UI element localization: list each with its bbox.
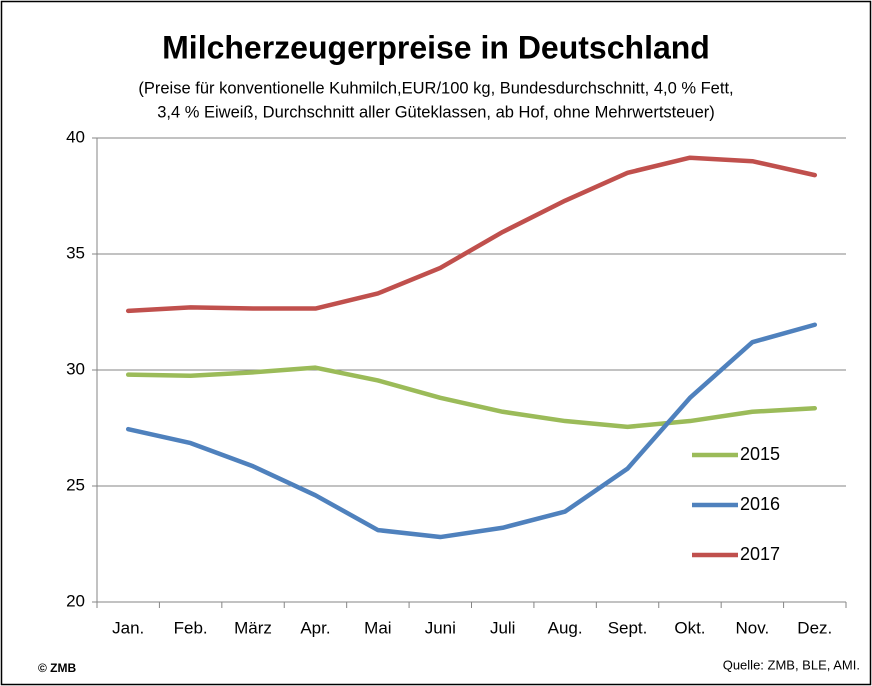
x-tick-label: Juni bbox=[425, 618, 456, 637]
x-tick-label: Aug. bbox=[548, 618, 583, 637]
x-tick-label: Apr. bbox=[300, 618, 330, 637]
y-tick-label: 20 bbox=[66, 591, 85, 610]
legend-label: 2017 bbox=[740, 544, 780, 564]
y-tick-label: 25 bbox=[66, 475, 85, 494]
x-tick-label: März bbox=[234, 618, 272, 637]
chart-title: Milcherzeugerpreise in Deutschland bbox=[162, 29, 710, 65]
copyright: © ZMB bbox=[38, 661, 77, 675]
x-tick-label: Feb. bbox=[174, 618, 208, 637]
series-line bbox=[125, 155, 818, 314]
subtitle: 3,4 % Eiweiß, Durchschnitt aller Gütekla… bbox=[157, 103, 715, 121]
y-tick-label: 35 bbox=[66, 243, 85, 262]
x-tick-label: Sept. bbox=[608, 618, 648, 637]
x-tick-label: Mai bbox=[364, 618, 391, 637]
source: Quelle: ZMB, BLE, AMI. bbox=[723, 657, 860, 672]
series-line bbox=[125, 365, 818, 430]
x-tick-label: Nov. bbox=[736, 618, 770, 637]
y-tick-label: 30 bbox=[66, 359, 85, 378]
x-tick-label: Juli bbox=[490, 618, 516, 637]
subtitle: (Preise für konventionelle Kuhmilch,EUR/… bbox=[138, 79, 733, 97]
y-tick-label: 40 bbox=[66, 127, 85, 146]
x-tick-label: Okt. bbox=[674, 618, 705, 637]
x-tick-label: Jan. bbox=[112, 618, 144, 637]
legend-label: 2016 bbox=[740, 494, 780, 514]
x-tick-label: Dez. bbox=[797, 618, 832, 637]
series-line bbox=[125, 322, 818, 540]
legend-label: 2015 bbox=[740, 444, 780, 464]
